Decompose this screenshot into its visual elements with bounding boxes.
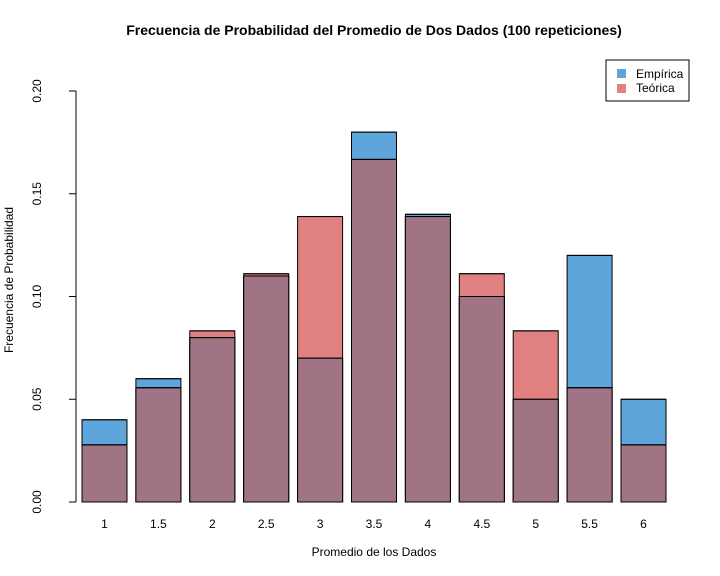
x-tick-label: 4.5 — [473, 517, 490, 531]
bar-overlap — [81, 444, 128, 503]
legend-swatch-empirica — [617, 69, 626, 78]
legend: Empírica Teórica — [605, 59, 690, 102]
x-tick-label: 5 — [532, 517, 539, 531]
legend-label-empirica: Empírica — [636, 67, 684, 81]
bar-overlap — [620, 444, 667, 503]
x-tick-label: 1.5 — [150, 517, 167, 531]
x-tick-label: 4 — [425, 517, 432, 531]
y-tick-label: 0.15 — [30, 182, 44, 206]
y-axis: 0.00 0.05 0.10 0.15 0.20 — [30, 79, 77, 514]
legend-swatch-teorica — [617, 84, 626, 93]
y-axis-label: Frecuencia de Probabilidad — [2, 207, 16, 353]
overlap-bars — [81, 131, 667, 503]
x-axis-tick-labels: 1 1.5 2 2.5 3 3.5 4 4.5 5 5.5 6 — [101, 517, 647, 531]
bar-overlap — [351, 158, 397, 503]
legend-box — [605, 59, 690, 102]
bar-overlap — [512, 398, 559, 503]
x-tick-label: 2 — [209, 517, 216, 531]
y-tick-label: 0.05 — [30, 387, 44, 411]
x-tick-label: 3.5 — [366, 517, 383, 531]
bar-overlap — [243, 275, 290, 503]
x-tick-label: 5.5 — [581, 517, 598, 531]
y-tick-label: 0.10 — [30, 284, 44, 308]
bar-overlap — [189, 337, 236, 503]
bar-overlap — [297, 357, 344, 503]
bar-overlap — [566, 387, 613, 503]
x-tick-label: 6 — [640, 517, 647, 531]
x-tick-label: 3 — [317, 517, 324, 531]
x-tick-label: 2.5 — [258, 517, 275, 531]
x-axis-label: Promedio de los Dados — [312, 545, 437, 559]
chart-title: Frecuencia de Probabilidad del Promedio … — [126, 22, 622, 38]
y-tick-label: 0.20 — [30, 79, 44, 103]
bar-overlap — [135, 387, 182, 503]
bar-overlap — [458, 296, 505, 503]
x-tick-label: 1 — [101, 517, 108, 531]
y-tick-label: 0.00 — [30, 490, 44, 514]
bar-overlap — [404, 216, 451, 503]
legend-label-teorica: Teórica — [636, 81, 675, 95]
